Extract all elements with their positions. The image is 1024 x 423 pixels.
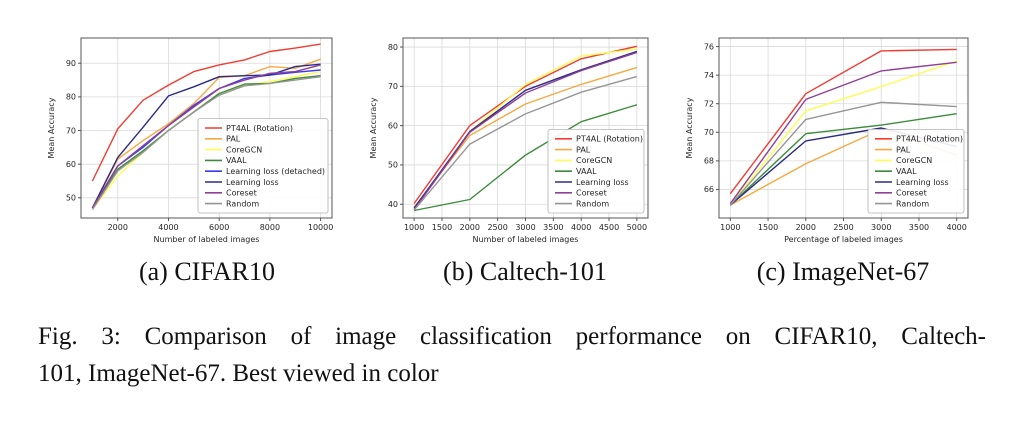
y-tick-label: 74 <box>704 71 714 80</box>
legend-label: VAAL <box>576 167 597 176</box>
x-tick-label: 8000 <box>260 223 280 232</box>
series-line-random <box>413 75 638 211</box>
subcaption-cifar10: (a) CIFAR10 <box>138 257 275 286</box>
series-line-pal <box>91 58 321 209</box>
legend-label: VAAL <box>896 167 917 176</box>
y-tick-label: 40 <box>388 200 398 209</box>
y-tick-label: 50 <box>388 161 398 170</box>
series-line-coregcn <box>729 60 957 206</box>
legend-label: PAL <box>226 135 241 144</box>
legend-box <box>197 118 329 214</box>
x-tick-label: 3000 <box>515 223 535 232</box>
x-tick-label: 2500 <box>833 223 853 232</box>
legend-label: CoreGCN <box>226 145 262 154</box>
series-line-learning-loss <box>91 63 321 209</box>
x-tick-label: 3000 <box>871 223 891 232</box>
y-tick-label: 70 <box>388 82 398 91</box>
x-tick-label: 2500 <box>487 223 507 232</box>
y-tick-label: 50 <box>66 194 76 203</box>
x-tick-label: 4500 <box>599 223 619 232</box>
x-tick-label: 2000 <box>796 223 816 232</box>
series-line-random <box>729 101 957 206</box>
legend-label: PT4AL (Rotation) <box>576 135 643 144</box>
subcaption-caltech101: (b) Caltech-101 <box>443 257 607 286</box>
y-tick-label: 68 <box>704 157 714 166</box>
x-tick-label: 1500 <box>432 223 452 232</box>
x-tick-label: 2000 <box>108 223 128 232</box>
legend-label: Learning loss (detached) <box>226 167 325 176</box>
legend-label: Learning loss <box>226 178 279 187</box>
series-line-pal <box>413 66 638 208</box>
legend-label: Coreset <box>226 189 257 198</box>
chart-imagenet67: 1000 1500 2000 2500 3000 3500 4000 66 68 70 72 74 76… <box>664 5 984 250</box>
chart-cifar10: 2000 4000 6000 8000 10000 50 60 70 80 90 Number of… <box>26 5 346 250</box>
x-tick-label: 1500 <box>758 223 778 232</box>
legend-label: PT4AL (Rotation) <box>226 124 293 133</box>
x-tick-label: 2000 <box>460 223 480 232</box>
legend-label: PAL <box>576 145 591 154</box>
series-line-vaal <box>729 113 957 206</box>
subcaption-imagenet67: (c) ImageNet-67 <box>756 257 930 286</box>
legend-label: PAL <box>896 145 911 154</box>
legend-label: Coreset <box>576 189 607 198</box>
legend-label: CoreGCN <box>896 156 932 165</box>
legend-label: VAAL <box>226 156 247 165</box>
legend-label: Random <box>896 199 929 208</box>
y-tick-label: 70 <box>704 128 714 137</box>
legend-label: Random <box>576 199 609 208</box>
y-tick-label: 80 <box>66 93 76 102</box>
x-tick-label: 4000 <box>947 223 967 232</box>
series-line-pt4al-rotation- <box>729 48 957 195</box>
y-tick-label: 72 <box>704 100 714 109</box>
series-line-vaal <box>91 75 321 209</box>
series-line-coreset <box>91 64 321 209</box>
x-axis-label: Number of labeled images <box>473 235 579 244</box>
x-tick-label: 6000 <box>209 223 229 232</box>
chart-caltech101: 1000 1500 2000 2500 3000 3500 4000 4500 5000 40 50… <box>348 5 668 250</box>
legend-label: Coreset <box>896 189 927 198</box>
legend-label: Random <box>226 199 259 208</box>
y-tick-label: 60 <box>388 121 398 130</box>
x-tick-label: 1000 <box>404 223 424 232</box>
series-line-coreset <box>413 51 638 211</box>
legend-label: Learning loss <box>576 178 629 187</box>
x-tick-label: 3500 <box>909 223 929 232</box>
caption-line-2: 101, ImageNet-67. Best viewed in color <box>38 360 439 387</box>
y-tick-label: 76 <box>704 42 714 51</box>
series-line-random <box>91 76 321 210</box>
x-tick-label: 4000 <box>571 223 591 232</box>
series-line-coreset <box>729 61 957 205</box>
x-tick-label: 4000 <box>158 223 178 232</box>
legend-label: PT4AL (Rotation) <box>896 135 963 144</box>
series-line-vaal <box>413 104 638 212</box>
figure-caption: Fig. 3: Comparison of image classificati… <box>38 318 986 392</box>
y-axis-label: Mean Accuracy <box>47 97 56 158</box>
y-tick-label: 70 <box>66 126 76 135</box>
x-tick-label: 5000 <box>627 223 647 232</box>
legend-label: Learning loss <box>896 178 949 187</box>
y-tick-label: 66 <box>704 185 714 194</box>
x-tick-label: 3500 <box>543 223 563 232</box>
y-axis-label: Mean Accuracy <box>685 97 694 158</box>
y-tick-label: 80 <box>388 43 398 52</box>
series-line-pt4al-rotation- <box>91 43 321 182</box>
y-axis-label: Mean Accuracy <box>369 97 378 158</box>
plot-border <box>80 37 333 219</box>
x-axis-label: Percentage of labeled images <box>784 235 903 244</box>
x-tick-label: 10000 <box>308 223 333 232</box>
legend-label: CoreGCN <box>576 156 612 165</box>
caption-line-1: Fig. 3: Comparison of image classificati… <box>38 323 986 350</box>
x-axis-label: Number of labeled images <box>154 235 260 244</box>
y-tick-label: 60 <box>66 160 76 169</box>
series-line-pt4al-rotation- <box>413 45 638 204</box>
x-tick-label: 1000 <box>720 223 740 232</box>
y-tick-label: 90 <box>66 59 76 68</box>
